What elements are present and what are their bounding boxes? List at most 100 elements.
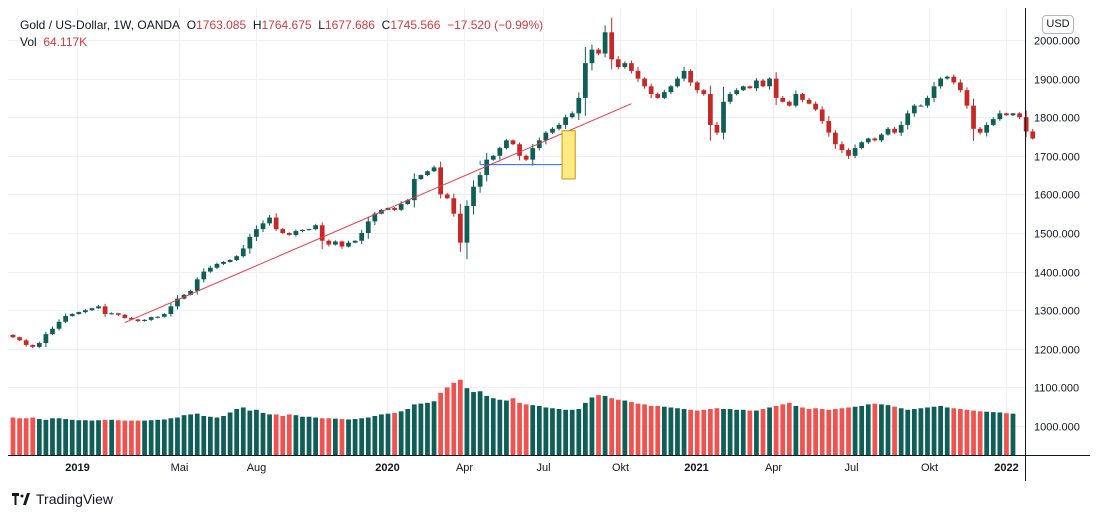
volume-bar [352,419,358,455]
candle-body [392,207,397,210]
volume-bar [247,410,253,455]
candle-body [254,229,259,237]
candle-body [563,117,568,125]
volume-bar [280,415,286,455]
price-tick-label: 2000.000 [1034,36,1080,48]
tradingview-branding[interactable]: TradingView [12,491,113,507]
candle-body [589,49,595,64]
volume-bar [793,405,799,455]
volume-bar [556,409,562,455]
candle-body [721,101,726,133]
volume-bar [596,395,601,455]
candle-body [221,261,226,264]
volume-bar [471,392,476,455]
candle-body [1010,113,1016,116]
candle-body [155,316,161,318]
volume-bar [418,403,424,455]
volume-bar [155,419,161,455]
candle-body [490,155,496,160]
candle-body [313,225,318,230]
time-tick-label: Jul [844,462,858,474]
volume-bar [925,407,930,455]
candle-body [346,242,351,247]
candle-body [543,132,549,141]
candle-body [556,124,562,129]
candle-body [175,298,180,307]
close-label: C [381,18,391,32]
volume-bar [398,411,404,455]
candlesticks [10,17,1036,349]
candle-body [418,175,424,179]
candle-body [240,248,246,257]
volume-bar [767,407,772,455]
candle-body [129,317,134,320]
time-tick-label: Apr [456,462,473,474]
volume-bar [135,420,141,455]
volume-bar [859,405,865,455]
candle-body [96,306,101,309]
candle-body [964,90,970,106]
volume-bar [405,409,411,455]
volume-bar [977,411,983,455]
volume-bar [214,417,220,455]
vol-value: 64.117K [43,35,88,49]
volume-bar [260,412,266,455]
candle-body [984,124,990,133]
symbol-label[interactable]: Gold [20,18,46,32]
volume-bar [918,408,924,455]
candle-body [740,86,746,91]
currency-button[interactable]: USD [1042,15,1074,34]
volume-bar [273,414,279,455]
time-tick-label: 2022 [994,462,1018,474]
volume-bar [523,404,529,455]
candle-body [523,155,529,160]
candle-body [747,86,753,89]
tradingview-logo-icon [12,493,30,505]
candle-body [833,132,838,145]
candle-body [372,213,378,222]
volume-bar [984,411,990,455]
volume-bar [30,417,36,455]
candle-body [510,140,516,145]
volume-bar [69,419,75,455]
volume-bar [56,418,62,455]
ohlc-row: Gold / US-Dollar, 1W, OANDA O1763.085 H1… [20,17,543,34]
volume-bar [819,409,825,455]
candle-body [326,240,332,245]
candle-body [708,94,713,125]
candle-body [629,63,634,71]
volume-bar [490,398,496,455]
low-label: L [318,18,325,32]
candle-body [550,128,555,133]
candle-body [425,171,430,176]
candle-body [576,97,582,114]
candle-body [208,267,213,272]
candle-body [688,70,693,83]
volume-bar [10,417,16,455]
candle-body [23,340,29,345]
candle-body [83,310,88,313]
volume-bar [96,420,101,455]
drawings[interactable] [124,103,632,324]
high-value: 1764.675 [261,18,312,32]
candle-body [319,225,325,241]
volume-bar [747,410,753,455]
volume-bar [17,418,22,455]
candle-body [300,229,305,232]
candle-body [161,314,167,317]
volume-bar [306,416,312,455]
candle-body [333,241,338,245]
change-value: −17.520 (−0.99%) [447,18,544,32]
candle-body [668,86,674,93]
volume-bar [50,418,55,455]
price-tick-label: 1500.000 [1034,229,1080,241]
volume-bar [629,402,634,455]
volume-bar [438,392,443,455]
candle-body [352,240,358,243]
candle-body [109,313,115,315]
vol-label[interactable]: Vol [20,35,37,49]
volume-bar [773,405,779,455]
volume-bar [1010,413,1016,455]
candle-body [734,90,740,95]
